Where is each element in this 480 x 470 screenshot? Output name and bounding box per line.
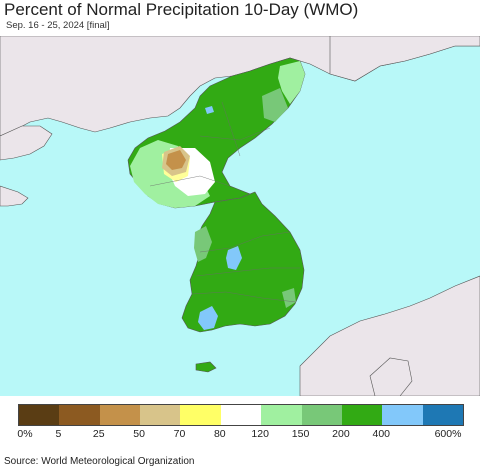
legend-tick-8: 200 <box>332 428 350 440</box>
legend-tick-2: 25 <box>92 428 105 440</box>
sk-light-green-west <box>194 226 212 262</box>
jeju-island <box>195 361 217 373</box>
legend-tick-6: 120 <box>251 428 269 440</box>
legend-swatch-8 <box>341 405 383 425</box>
color-legend <box>18 404 464 426</box>
legend-swatch-1 <box>59 405 100 425</box>
nk-brown-area <box>166 150 186 170</box>
admin-borders <box>149 101 300 303</box>
precipitation-map <box>0 36 480 396</box>
nk-light-green-northeast <box>278 61 305 104</box>
legend-swatch-0 <box>19 405 60 425</box>
russia-coast <box>329 36 480 82</box>
legend-tick-10: 600% <box>434 428 462 440</box>
nk-blue-spot <box>205 106 214 114</box>
legend-tick-labels: 0% 5 25 50 70 80 120 150 200 400 600% <box>0 428 480 442</box>
legend-swatch-2 <box>99 405 141 425</box>
legend-tick-9: 400 <box>372 428 391 440</box>
legend-tick-1: 5 <box>55 428 62 440</box>
sk-blue-center <box>226 246 242 270</box>
map-title: Percent of Normal Precipitation 10-Day (… <box>4 0 359 19</box>
legend-tick-0: 0% <box>17 428 33 440</box>
japan <box>299 275 480 396</box>
japan-kyushu <box>369 357 413 396</box>
legend-swatch-7 <box>301 405 342 425</box>
map-date-range: Sep. 16 - 25, 2024 [final] <box>6 20 110 31</box>
liaodong-peninsula <box>0 125 53 161</box>
legend-tick-5: 80 <box>213 428 226 440</box>
legend-swatch-5 <box>220 405 262 425</box>
legend-swatch-9 <box>382 405 423 425</box>
sk-blue-south <box>198 306 218 330</box>
legend-swatch-6 <box>261 405 302 425</box>
legend-tick-4: 70 <box>173 428 186 440</box>
legend-swatch-10 <box>422 405 463 425</box>
legend-tick-7: 150 <box>291 428 310 440</box>
legend-swatch-3 <box>140 405 181 425</box>
sk-mid-green-southeast <box>282 288 296 308</box>
nk-mid-green-east <box>262 88 288 122</box>
shandong-coast <box>0 185 29 207</box>
data-source: Source: World Meteorological Organizatio… <box>4 456 195 467</box>
legend-tick-3: 50 <box>133 428 145 440</box>
legend-swatch-4 <box>180 405 221 425</box>
